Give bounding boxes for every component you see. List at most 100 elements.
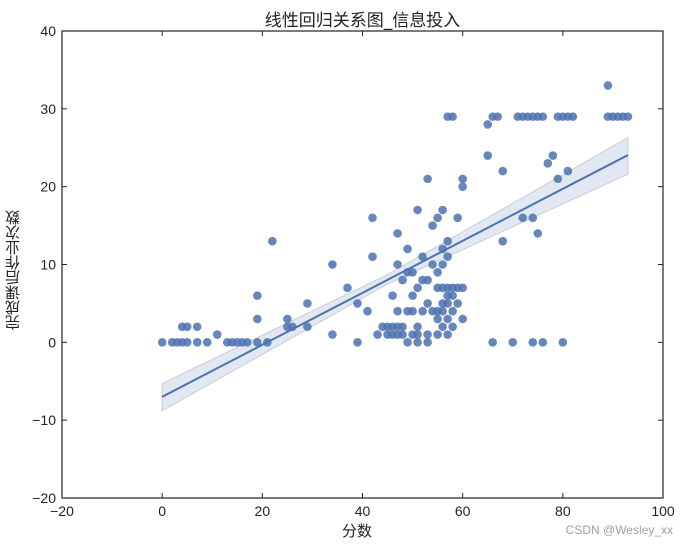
data-point [363, 306, 372, 316]
data-point [393, 306, 402, 316]
data-point [448, 291, 457, 300]
data-point [368, 252, 377, 262]
y-tick-label: −20 [32, 490, 56, 506]
data-point [443, 299, 452, 308]
data-point [157, 338, 167, 347]
y-tick-label: −10 [32, 412, 56, 428]
data-point [182, 338, 192, 347]
data-point [458, 182, 467, 191]
data-point [623, 112, 633, 121]
data-point [568, 112, 578, 121]
plot-frame [61, 30, 664, 499]
y-tick-label: 0 [48, 334, 56, 350]
data-point [563, 166, 573, 176]
data-points [157, 81, 633, 347]
data-point [343, 283, 352, 293]
data-point [448, 112, 457, 121]
data-point [393, 260, 402, 269]
data-point [253, 291, 262, 300]
data-point [433, 267, 442, 277]
data-point [418, 252, 427, 262]
data-point [553, 174, 563, 184]
data-point [268, 236, 277, 246]
x-tick-label: −20 [50, 503, 74, 519]
data-point [493, 112, 503, 121]
data-point [458, 283, 467, 293]
data-point [413, 283, 422, 293]
data-point [413, 205, 422, 215]
data-point [353, 299, 362, 308]
data-point [433, 330, 442, 339]
data-point [192, 338, 202, 347]
data-point [403, 338, 412, 347]
ci-band [161, 136, 629, 412]
data-point [548, 151, 558, 160]
data-point [438, 260, 447, 269]
data-point [498, 236, 508, 246]
x-tick-label: 40 [355, 503, 371, 519]
data-point [393, 229, 402, 238]
data-point [488, 338, 498, 347]
data-point [368, 213, 377, 223]
x-tick-label: 100 [651, 503, 675, 519]
data-point [483, 120, 493, 129]
data-point [328, 260, 337, 269]
data-point [403, 244, 412, 254]
data-point [428, 260, 437, 269]
data-point [433, 213, 442, 223]
y-tick-label: 30 [40, 101, 56, 117]
data-point [423, 275, 432, 285]
y-axis-ticks: −20 −10 0 10 20 30 40 [32, 23, 663, 506]
regression-line [161, 154, 629, 398]
data-point [603, 81, 613, 90]
data-point [508, 338, 518, 347]
data-point [448, 322, 457, 332]
data-point [388, 291, 397, 300]
data-point [438, 322, 447, 332]
data-point [543, 159, 553, 168]
data-point [538, 338, 548, 347]
data-point [413, 330, 422, 339]
confidence-band [161, 136, 629, 412]
data-point [443, 236, 452, 246]
data-point [192, 322, 202, 332]
data-point [453, 213, 462, 223]
data-point [253, 338, 262, 347]
chart-title: 线性回归关系图_信息投入 [264, 11, 461, 31]
data-point [423, 338, 432, 347]
data-point [533, 229, 543, 238]
data-point [438, 306, 447, 316]
data-point [408, 306, 417, 316]
data-point [443, 252, 452, 262]
data-point [418, 306, 427, 316]
data-point [498, 166, 508, 176]
data-point [518, 213, 528, 223]
data-point [423, 174, 432, 184]
data-point [423, 299, 432, 308]
x-axis-label: 分数 [342, 522, 373, 540]
data-point [483, 151, 493, 160]
data-point [243, 338, 252, 347]
data-point [202, 338, 212, 347]
x-axis-ticks: −20 0 20 40 60 80 100 [50, 31, 675, 519]
y-tick-label: 10 [40, 257, 56, 273]
data-point [373, 330, 382, 339]
data-point [283, 314, 292, 324]
data-point [423, 330, 432, 339]
data-point [458, 314, 467, 324]
data-point [453, 299, 462, 308]
data-point [408, 291, 417, 300]
x-tick-label: 0 [158, 503, 166, 519]
data-point [398, 330, 407, 339]
y-tick-label: 40 [40, 23, 56, 39]
data-point [212, 330, 222, 339]
x-tick-label: 80 [555, 503, 571, 519]
data-point [458, 174, 467, 184]
data-point [558, 338, 568, 347]
data-point [433, 314, 442, 324]
data-point [303, 299, 312, 308]
data-point [413, 322, 422, 332]
x-tick-label: 20 [255, 503, 271, 519]
y-axis-label: 完成课后作业次数 [4, 210, 22, 330]
